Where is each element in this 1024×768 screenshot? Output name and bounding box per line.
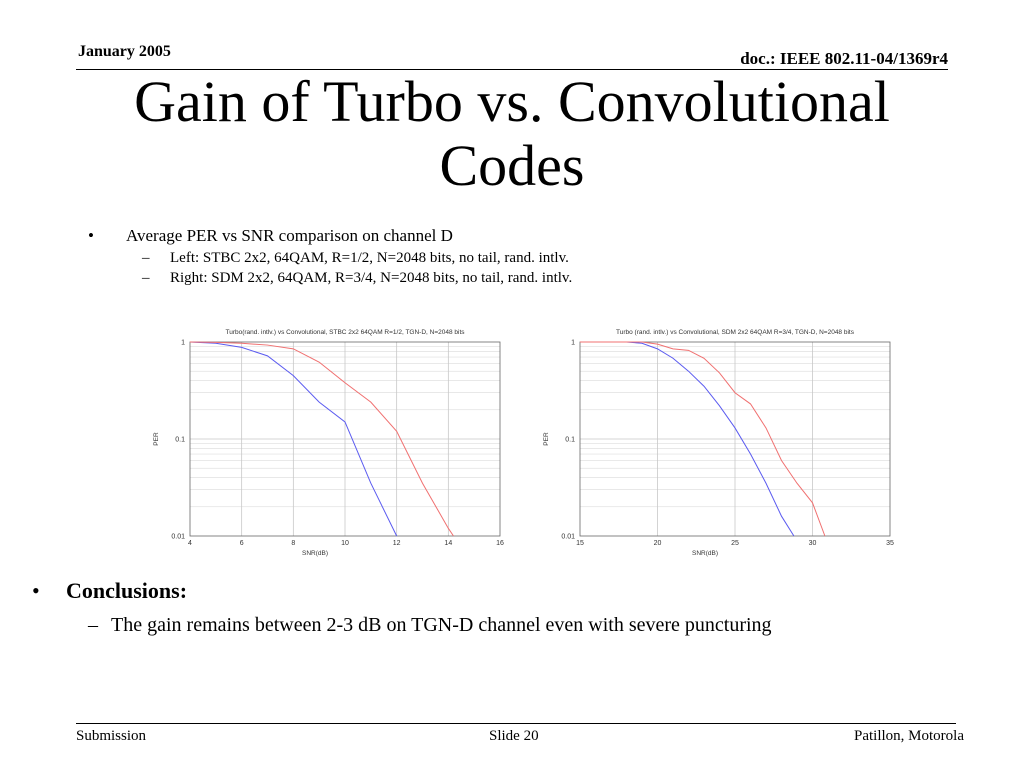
bullet-dot-icon: • xyxy=(32,578,40,603)
series-line-turbo xyxy=(580,341,795,537)
series-line-convolutional xyxy=(189,341,454,537)
y-axis-label: PER xyxy=(543,432,550,446)
x-axis-label: SNR(dB) xyxy=(692,550,718,557)
bullet-dot-icon: • xyxy=(88,226,94,245)
slide-title-line1: Gain of Turbo vs. Convolutional xyxy=(134,69,890,134)
y-axis-label: PER xyxy=(153,432,160,446)
dash-icon: – xyxy=(142,250,150,266)
dash-icon: – xyxy=(88,614,98,636)
x-tick-label: 20 xyxy=(654,540,662,547)
x-tick-label: 10 xyxy=(341,540,349,547)
header-divider xyxy=(76,69,948,70)
conclusion-item-text: The gain remains between 2-3 dB on TGN-D… xyxy=(111,614,772,636)
slide-title: Gain of Turbo vs. Convolutional Codes xyxy=(0,70,1024,198)
x-tick-label: 15 xyxy=(576,540,584,547)
bullet-sub-text: Right: SDM 2x2, 64QAM, R=3/4, N=2048 bit… xyxy=(170,270,573,286)
y-tick-label: 1 xyxy=(181,340,185,347)
bullet-main-text: Average PER vs SNR comparison on channel… xyxy=(126,226,453,245)
chart-right-svg: Turbo (rand. intlv.) vs Convolutional, S… xyxy=(543,329,894,557)
y-tick-label: 0.01 xyxy=(561,534,575,541)
x-tick-label: 25 xyxy=(731,540,739,547)
x-tick-label: 4 xyxy=(188,540,192,547)
x-tick-label: 8 xyxy=(291,540,295,547)
x-axis-label: SNR(dB) xyxy=(302,550,328,557)
header-date: January 2005 xyxy=(78,43,171,60)
chart-left-svg: Turbo(rand. intlv.) vs Convolutional, ST… xyxy=(153,329,504,557)
y-tick-label: 0.01 xyxy=(171,534,185,541)
chart-right: Turbo (rand. intlv.) vs Convolutional, S… xyxy=(530,322,910,562)
plot-frame xyxy=(579,341,891,537)
chart-title: Turbo(rand. intlv.) vs Convolutional, ST… xyxy=(225,329,465,336)
x-tick-label: 30 xyxy=(809,540,817,547)
dash-icon: – xyxy=(142,270,150,286)
footer-left: Submission xyxy=(76,728,147,744)
plot-frame xyxy=(189,341,501,537)
conclusions-heading: Conclusions: xyxy=(66,578,188,603)
footer-author: Patillon, Motorola xyxy=(854,728,964,744)
x-tick-label: 35 xyxy=(886,540,894,547)
chart-title: Turbo (rand. intlv.) vs Convolutional, S… xyxy=(616,329,855,336)
x-tick-label: 6 xyxy=(240,540,244,547)
x-tick-label: 14 xyxy=(444,540,452,547)
x-tick-label: 12 xyxy=(393,540,401,547)
footer-divider xyxy=(76,723,956,724)
slide-title-line2: Codes xyxy=(439,133,585,198)
chart-left: Turbo(rand. intlv.) vs Convolutional, ST… xyxy=(140,322,520,562)
y-tick-label: 0.1 xyxy=(565,437,575,444)
y-tick-label: 0.1 xyxy=(175,437,185,444)
y-tick-label: 1 xyxy=(571,340,575,347)
x-tick-label: 16 xyxy=(496,540,504,547)
footer-slide-number: Slide 20 xyxy=(489,728,539,744)
header-doc-id: doc.: IEEE 802.11-04/1369r4 xyxy=(740,49,948,68)
series-line-convolutional xyxy=(580,341,826,537)
bullet-sub-text: Left: STBC 2x2, 64QAM, R=1/2, N=2048 bit… xyxy=(170,250,569,266)
series-line-turbo xyxy=(189,341,398,537)
